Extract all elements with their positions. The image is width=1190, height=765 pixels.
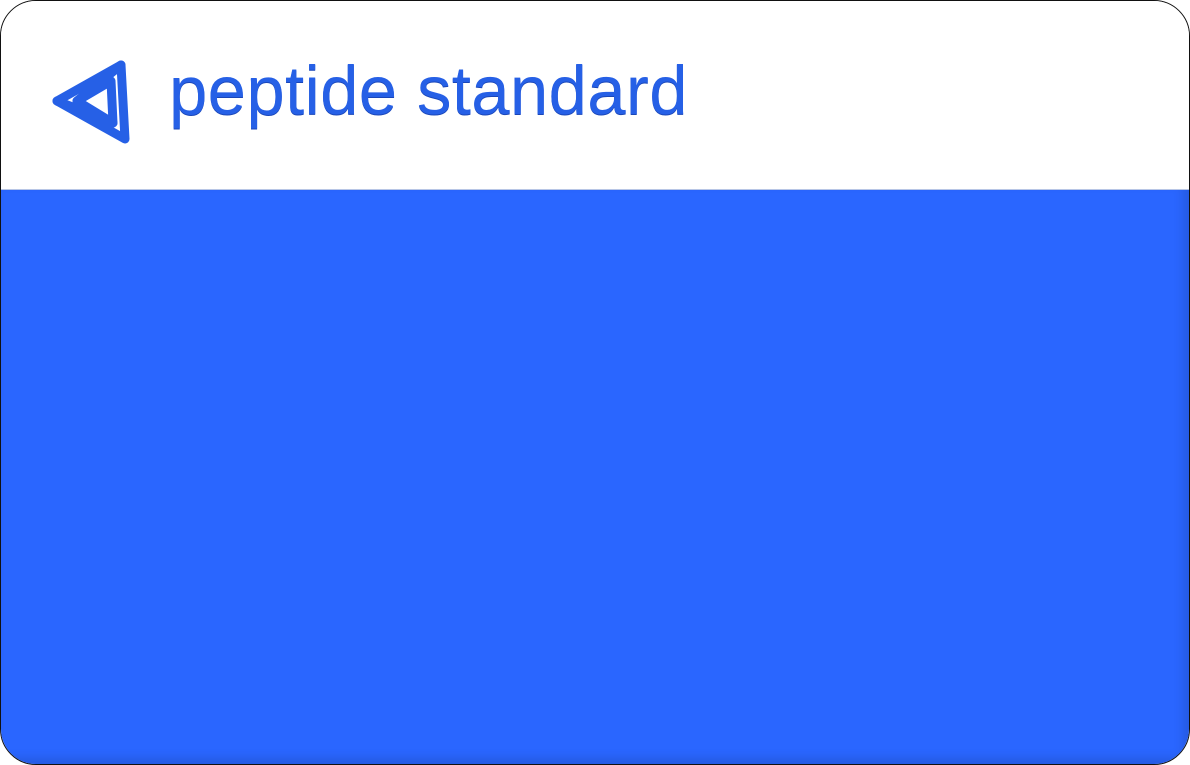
triangle-knot-icon — [52, 60, 130, 144]
brand-name: peptide standard — [169, 52, 688, 129]
brand-header: peptide standard — [1, 1, 1189, 190]
blue-panel — [1, 190, 1189, 764]
